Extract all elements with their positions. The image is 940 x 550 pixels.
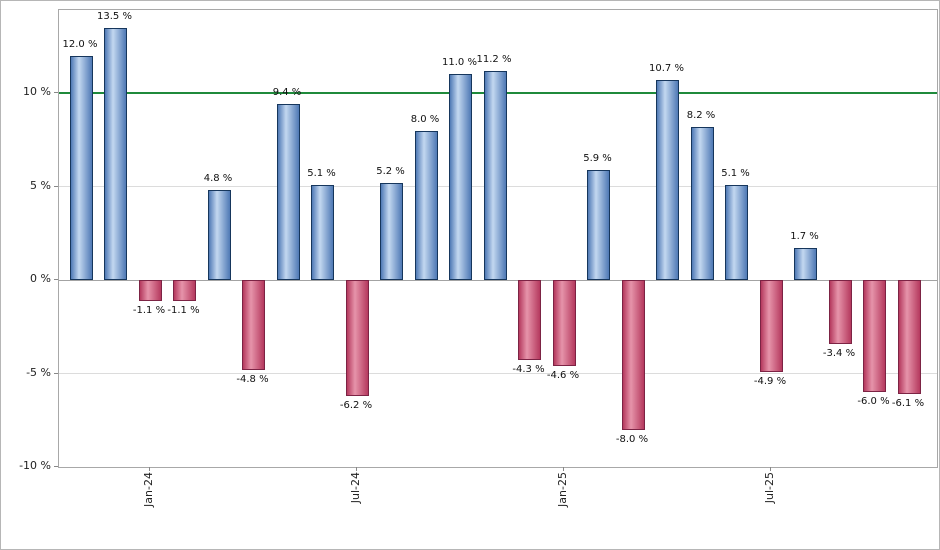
bar-value-label: -4.3 % bbox=[512, 364, 545, 376]
bar-value-label: -1.1 % bbox=[132, 304, 166, 316]
bar-value-label: 13.5 % bbox=[97, 10, 132, 22]
bar-value-label: -6.0 % bbox=[857, 396, 890, 408]
bar-negative bbox=[828, 280, 852, 344]
bar-positive bbox=[587, 169, 610, 281]
bar-positive bbox=[449, 74, 472, 281]
bar-value-label: 11.2 % bbox=[476, 53, 512, 65]
bar-value-label: 9.4 % bbox=[272, 87, 302, 99]
bar-positive bbox=[311, 184, 334, 281]
bar-positive bbox=[276, 104, 300, 281]
bar-value-label: 1.7 % bbox=[790, 231, 819, 243]
bar-value-label: -1.1 % bbox=[167, 304, 200, 316]
bar-value-label: -4.8 % bbox=[236, 373, 269, 385]
bar-value-label: 11.0 % bbox=[442, 57, 477, 69]
y-axis-tick bbox=[54, 279, 58, 281]
bar-value-label: 5.9 % bbox=[583, 152, 612, 164]
bar-positive bbox=[794, 248, 817, 281]
bar-positive bbox=[69, 55, 93, 281]
y-axis-tick-label: -5 % bbox=[26, 365, 51, 379]
bar-negative bbox=[759, 280, 783, 372]
bar-negative bbox=[518, 280, 541, 361]
bar-negative bbox=[863, 280, 886, 393]
bar-value-label: 12.0 % bbox=[62, 38, 98, 50]
bar-value-label: -8.0 % bbox=[615, 433, 649, 445]
y-axis-tick bbox=[54, 466, 58, 467]
bar-negative bbox=[552, 280, 576, 367]
y-axis-tick-label: 10 % bbox=[23, 85, 51, 99]
bar-value-label: 10.7 % bbox=[649, 63, 684, 75]
x-axis-tick bbox=[148, 467, 150, 471]
bar-positive bbox=[207, 190, 231, 281]
x-axis-tick-label: Jan-25 bbox=[556, 472, 569, 507]
zero-axis-line bbox=[59, 279, 937, 281]
bar-negative bbox=[345, 280, 369, 396]
bar-value-label: -3.4 % bbox=[822, 347, 856, 359]
bar-positive bbox=[690, 126, 714, 281]
bar-value-label: -4.6 % bbox=[546, 370, 580, 382]
bar-positive bbox=[483, 70, 507, 281]
bar-positive bbox=[380, 182, 403, 281]
bar-negative bbox=[138, 280, 162, 301]
x-axis-tick bbox=[355, 467, 357, 471]
y-axis-tick bbox=[54, 372, 58, 374]
y-axis-tick-label: 0 % bbox=[30, 272, 51, 286]
bar-value-label: 8.0 % bbox=[410, 113, 440, 125]
x-axis-tick-label: Jul-25 bbox=[763, 472, 776, 504]
plot-area bbox=[58, 9, 938, 468]
bar-negative bbox=[621, 280, 645, 430]
bar-positive bbox=[104, 27, 127, 281]
y-axis-tick-label: 5 % bbox=[30, 178, 51, 192]
bar-value-label: 5.1 % bbox=[307, 167, 336, 179]
x-axis-tick bbox=[562, 467, 564, 471]
bar-value-label: 4.8 % bbox=[203, 173, 233, 185]
bar-value-label: 5.1 % bbox=[721, 167, 750, 179]
y-axis-tick bbox=[54, 185, 58, 187]
bar-positive bbox=[414, 130, 438, 281]
bar-negative bbox=[173, 280, 196, 301]
bar-value-label: -6.2 % bbox=[339, 399, 373, 411]
bar-negative bbox=[897, 280, 921, 395]
bar-value-label: -4.9 % bbox=[753, 375, 787, 387]
x-axis-tick bbox=[769, 467, 771, 471]
x-axis-tick-label: Jan-24 bbox=[142, 472, 155, 507]
bar-value-label: 5.2 % bbox=[376, 165, 405, 177]
gridline bbox=[59, 373, 937, 375]
y-axis-tick-label: -10 % bbox=[19, 459, 51, 472]
bar-positive bbox=[656, 80, 679, 281]
bar-value-label: -6.1 % bbox=[891, 398, 925, 410]
x-axis-tick-label: Jul-24 bbox=[349, 472, 362, 504]
bar-value-label: 8.2 % bbox=[686, 109, 716, 121]
bar-positive bbox=[725, 184, 748, 281]
bar-negative bbox=[242, 280, 265, 370]
y-axis-tick bbox=[54, 92, 58, 94]
